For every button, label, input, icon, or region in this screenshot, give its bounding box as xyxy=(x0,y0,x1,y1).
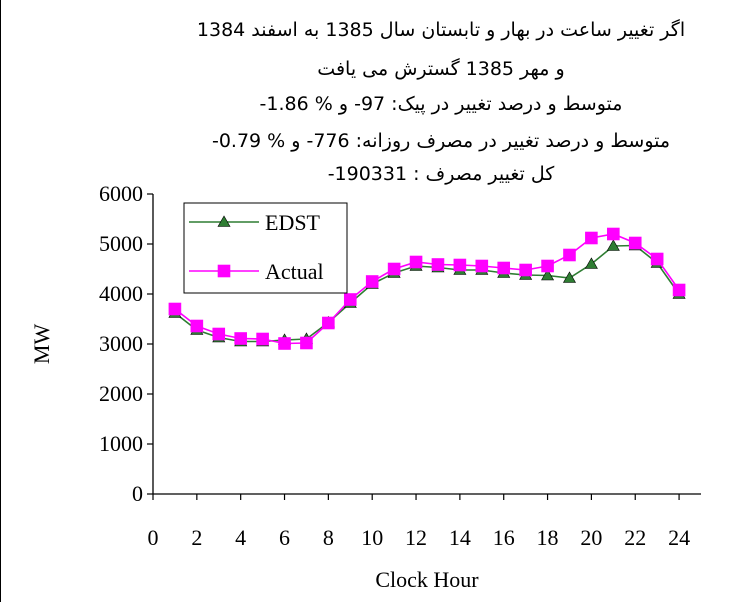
data-point xyxy=(168,302,182,316)
data-point xyxy=(453,258,467,272)
data-point xyxy=(672,283,686,297)
x-tick-label: 12 xyxy=(405,525,427,550)
y-tick-label: 6000 xyxy=(99,181,143,206)
y-tick-label: 0 xyxy=(132,481,143,506)
legend-marker-triangle xyxy=(217,215,231,227)
data-point xyxy=(343,293,357,306)
legend-box xyxy=(183,202,348,294)
annotation-line-3: متوسط و درصد تغییر در پیک: 97- و % 1.86- xyxy=(259,93,623,115)
legend-label: Actual xyxy=(265,259,324,284)
data-point xyxy=(190,319,204,333)
y-tick-label: 1000 xyxy=(99,431,143,456)
legend-item-actual: Actual xyxy=(189,259,324,284)
x-tick-label: 10 xyxy=(361,525,383,550)
data-point xyxy=(628,236,642,250)
data-point xyxy=(562,271,576,283)
x-tick-label: 6 xyxy=(279,525,290,550)
data-point xyxy=(541,268,555,281)
y-axis-title: MW xyxy=(29,324,54,365)
x-tick-label: 14 xyxy=(449,525,471,550)
x-tick-label: 20 xyxy=(580,525,602,550)
data-point xyxy=(606,239,620,251)
data-point xyxy=(365,275,379,288)
data-point xyxy=(584,257,598,269)
x-axis-title: Clock Hour xyxy=(375,567,479,592)
data-point xyxy=(387,262,401,276)
data-point xyxy=(475,259,489,273)
y-tick-label: 2000 xyxy=(99,381,143,406)
legend-marker-square xyxy=(217,264,231,278)
data-point xyxy=(650,252,664,266)
data-point xyxy=(519,263,532,277)
data-point xyxy=(256,332,269,346)
data-point xyxy=(212,327,226,341)
legend-label: EDST xyxy=(265,210,321,235)
axes xyxy=(147,193,701,500)
annotation-line-1: اگر تغییر ساعت در بهار و تابستان سال 138… xyxy=(196,19,686,41)
data-point xyxy=(585,231,598,245)
data-point xyxy=(431,258,445,271)
y-tick-label: 4000 xyxy=(99,281,143,306)
annotation-line-2: و مهر 1385 گسترش می یافت xyxy=(317,58,565,80)
data-point xyxy=(563,248,576,262)
data-point xyxy=(541,259,554,273)
data-point xyxy=(497,261,511,275)
data-point xyxy=(409,255,423,269)
x-tick-label: 16 xyxy=(493,525,515,550)
legend: EDST Actual xyxy=(183,202,348,294)
x-tick-label: 0 xyxy=(148,525,159,550)
x-tick-label: 4 xyxy=(235,525,246,550)
series-actual xyxy=(168,227,686,350)
data-point xyxy=(234,332,247,345)
data-point xyxy=(607,227,620,241)
y-tick-label: 5000 xyxy=(99,231,143,256)
x-tick-label: 22 xyxy=(624,525,646,550)
legend-item-edst: EDST xyxy=(189,210,321,235)
x-tick-label: 8 xyxy=(323,525,334,550)
annotation-line-5: کل تغییر مصرف : 190331- xyxy=(327,163,555,185)
x-tick-label: 18 xyxy=(537,525,559,550)
data-point xyxy=(300,336,313,350)
x-tick-label: 2 xyxy=(191,525,202,550)
x-tick-label: 24 xyxy=(668,525,690,550)
data-point xyxy=(322,316,335,330)
y-tick-label: 3000 xyxy=(99,331,143,356)
data-point xyxy=(278,337,291,350)
series-lines xyxy=(168,227,686,350)
annotation-line-4: متوسط و درصد تغییر در مصرف روزانه: 776- … xyxy=(211,130,671,152)
